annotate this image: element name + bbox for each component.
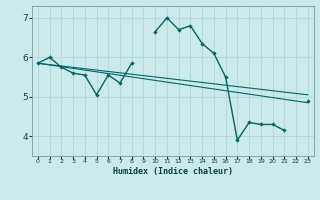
X-axis label: Humidex (Indice chaleur): Humidex (Indice chaleur)	[113, 167, 233, 176]
